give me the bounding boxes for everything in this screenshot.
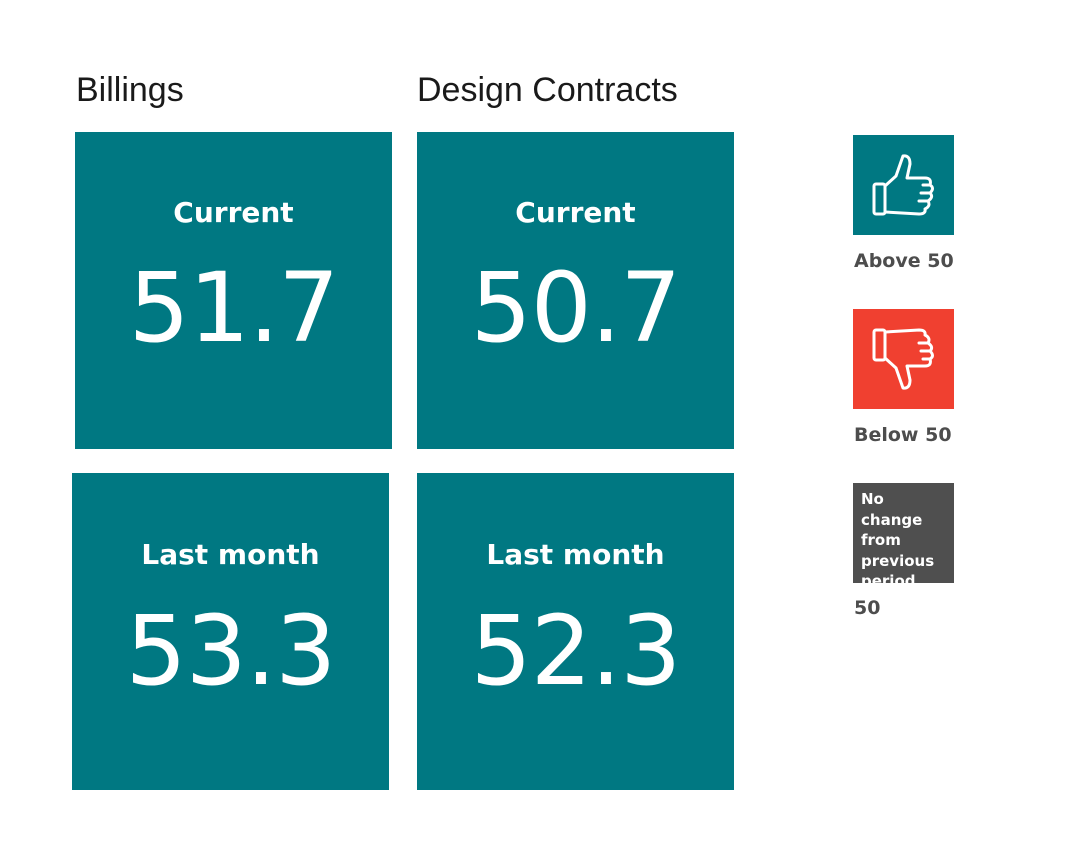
design-last-month-value: 52.3 (470, 595, 682, 707)
design-current-tile: Current 50.7 (417, 132, 734, 449)
thumbs-down-icon (872, 328, 934, 390)
above-50-caption: Above 50 (854, 250, 954, 272)
thumbs-up-icon (872, 154, 934, 216)
billings-last-month-value: 53.3 (125, 595, 337, 707)
design-last-month-tile: Last month 52.3 (417, 473, 734, 790)
billings-last-month-label: Last month (141, 538, 320, 571)
below-50-swatch (853, 309, 954, 409)
no-change-text: No change from previous period (861, 490, 935, 590)
design-last-month-label: Last month (486, 538, 665, 571)
below-50-caption: Below 50 (854, 424, 952, 446)
billings-current-value: 51.7 (128, 252, 340, 364)
billings-last-month-tile: Last month 53.3 (72, 473, 389, 790)
design-current-value: 50.7 (470, 252, 682, 364)
billings-current-label: Current (173, 196, 294, 229)
billings-title: Billings (76, 71, 184, 109)
billings-current-tile: Current 51.7 (75, 132, 392, 449)
design-contracts-title: Design Contracts (417, 71, 678, 109)
no-change-caption: 50 (854, 597, 881, 619)
no-change-swatch: No change from previous period (853, 483, 954, 590)
above-50-swatch (853, 135, 954, 235)
design-current-label: Current (515, 196, 636, 229)
